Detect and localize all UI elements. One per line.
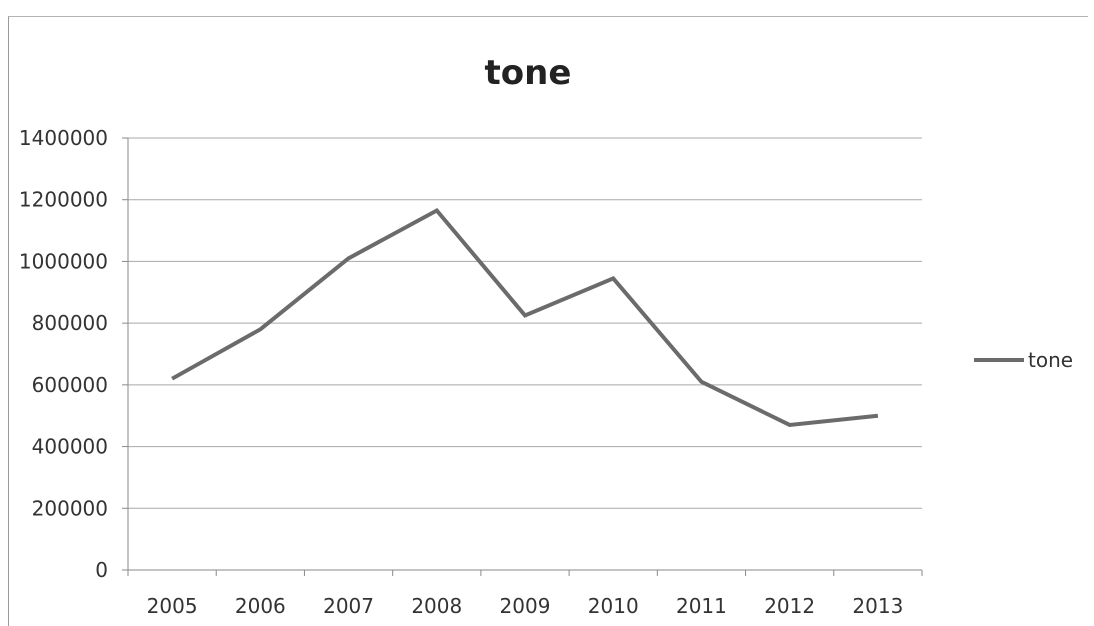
x-tick-label: 2005 — [147, 594, 198, 618]
legend-label: tone — [1028, 348, 1073, 372]
x-tick-label: 2012 — [764, 594, 815, 618]
x-tick-label: 2006 — [235, 594, 286, 618]
y-tick-label: 1400000 — [19, 126, 108, 150]
legend: tone — [974, 348, 1073, 372]
y-tick-label: 800000 — [32, 311, 108, 335]
series-line-tone — [172, 211, 878, 425]
x-tick-label: 2010 — [588, 594, 639, 618]
chart-title: tone — [485, 53, 572, 93]
x-tick-label: 2008 — [411, 594, 462, 618]
y-tick-label: 0 — [95, 558, 108, 582]
y-axis-tick-labels: 0 200000 400000 600000 800000 1000000 1200000 1… — [19, 126, 108, 582]
y-tick-label: 200000 — [32, 496, 108, 520]
x-tick-label: 2011 — [676, 594, 727, 618]
y-tick-label: 1000000 — [19, 249, 108, 273]
x-axis-tick-labels: 2005 2006 2007 2008 2009 2010 2011 2012 2013 — [147, 594, 904, 618]
x-tick-label: 2009 — [500, 594, 551, 618]
y-tick-label: 600000 — [32, 373, 108, 397]
y-tick-label: 1200000 — [19, 188, 108, 212]
x-tick-label: 2013 — [852, 594, 903, 618]
y-tick-label: 400000 — [32, 435, 108, 459]
x-tick-label: 2007 — [323, 594, 374, 618]
gridlines — [128, 138, 922, 508]
series-layer — [172, 210, 878, 425]
axes — [122, 138, 922, 576]
